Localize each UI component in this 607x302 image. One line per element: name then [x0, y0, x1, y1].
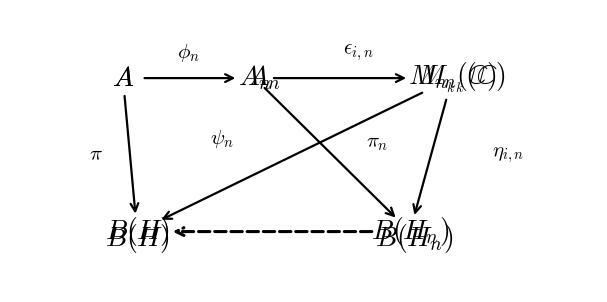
Text: $\psi_n$: $\psi_n$: [209, 127, 234, 149]
Text: $A$: $A$: [112, 65, 134, 92]
Text: $\epsilon_{i,n}$: $\epsilon_{i,n}$: [343, 42, 373, 63]
Text: $B(H)$: $B(H)$: [104, 215, 169, 248]
Text: $M_{n_k}(\mathbb{C})$: $M_{n_k}(\mathbb{C})$: [408, 61, 497, 95]
Text: $B(H)$: $B(H)$: [104, 222, 169, 255]
Text: $\pi$: $\pi$: [89, 145, 103, 164]
Text: $\eta_{i,n}$: $\eta_{i,n}$: [492, 145, 525, 165]
Text: $B(H_n)$: $B(H_n)$: [371, 215, 449, 248]
Text: $A$: $A$: [112, 65, 134, 92]
Text: $A_n$: $A_n$: [247, 64, 281, 92]
Text: $A_n$: $A_n$: [237, 64, 272, 92]
Text: $\pi_n$: $\pi_n$: [366, 134, 388, 153]
Text: $B(H_n)$: $B(H_n)$: [375, 222, 454, 255]
Text: $M_{n_k}(\mathbb{C})$: $M_{n_k}(\mathbb{C})$: [417, 61, 506, 95]
Text: $\phi_n$: $\phi_n$: [177, 41, 200, 63]
